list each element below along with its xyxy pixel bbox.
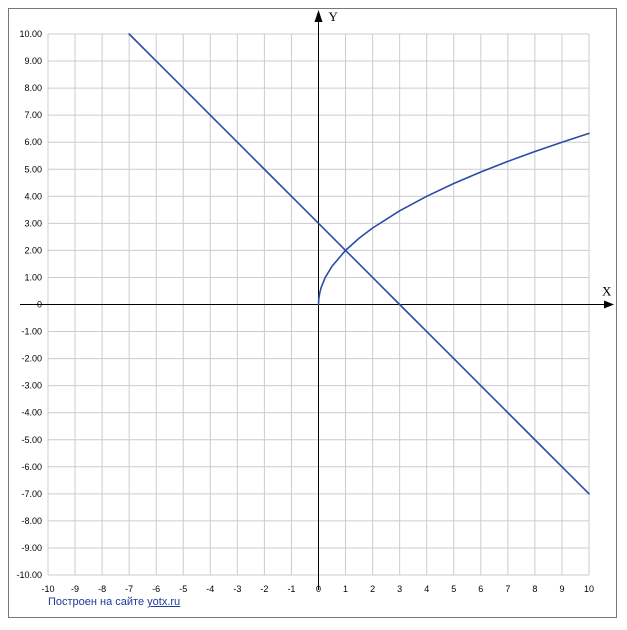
y-tick-label: -2.00 bbox=[21, 354, 42, 364]
y-tick-label: -6.00 bbox=[21, 462, 42, 472]
y-tick-label: -3.00 bbox=[21, 381, 42, 391]
x-tick-label: -3 bbox=[233, 584, 241, 594]
y-tick-label: 3.00 bbox=[24, 218, 42, 228]
x-tick-label: 7 bbox=[505, 584, 510, 594]
y-tick-label: -4.00 bbox=[21, 408, 42, 418]
x-tick-label: 2 bbox=[370, 584, 375, 594]
site-link[interactable]: yotx.ru bbox=[147, 596, 181, 608]
x-tick-label: 3 bbox=[397, 584, 402, 594]
y-axis-label: Y bbox=[329, 9, 339, 24]
credit-text: Построен на сайте bbox=[48, 596, 145, 608]
y-tick-label: 4.00 bbox=[24, 191, 42, 201]
y-tick-label: -8.00 bbox=[21, 516, 42, 526]
x-tick-label: 8 bbox=[532, 584, 537, 594]
y-tick-label: 5.00 bbox=[24, 164, 42, 174]
y-tick-label: -5.00 bbox=[21, 435, 42, 445]
y-tick-label: 6.00 bbox=[24, 137, 42, 147]
y-tick-label: 9.00 bbox=[24, 56, 42, 66]
x-tick-label: -10 bbox=[41, 584, 54, 594]
x-tick-label: 9 bbox=[559, 584, 564, 594]
x-tick-label: 5 bbox=[451, 584, 456, 594]
y-tick-label: 8.00 bbox=[24, 83, 42, 93]
y-axis-arrow bbox=[314, 10, 323, 22]
x-tick-label: -5 bbox=[179, 584, 187, 594]
y-tick-label: 1.00 bbox=[24, 272, 42, 282]
y-tick-label: 2.00 bbox=[24, 245, 42, 255]
y-tick-label: 0 bbox=[37, 300, 42, 310]
x-tick-label: -4 bbox=[206, 584, 214, 594]
x-tick-label: 4 bbox=[424, 584, 429, 594]
chart-frame bbox=[8, 8, 617, 618]
x-tick-label: -2 bbox=[260, 584, 268, 594]
x-tick-label: 0 bbox=[316, 584, 321, 594]
x-axis-label: X bbox=[602, 284, 612, 299]
x-tick-label: 1 bbox=[343, 584, 348, 594]
y-tick-label: 7.00 bbox=[24, 110, 42, 120]
x-tick-label: -7 bbox=[125, 584, 133, 594]
y-tick-label: -7.00 bbox=[21, 489, 42, 499]
series-line-1 bbox=[128, 33, 590, 495]
x-tick-label: -6 bbox=[152, 584, 160, 594]
x-tick-label: -9 bbox=[71, 584, 79, 594]
x-axis-arrow bbox=[604, 300, 614, 309]
x-tick-label: -8 bbox=[98, 584, 106, 594]
x-tick-label: 10 bbox=[584, 584, 594, 594]
y-tick-label: -10.00 bbox=[16, 570, 42, 580]
series-line-2 bbox=[317, 132, 590, 306]
x-tick-label: 6 bbox=[478, 584, 483, 594]
site-credit: Построен на сайте yotx.ru bbox=[48, 596, 180, 608]
y-tick-label: -1.00 bbox=[21, 327, 42, 337]
y-tick-label: 10.00 bbox=[19, 29, 42, 39]
y-tick-label: -9.00 bbox=[21, 543, 42, 553]
x-tick-label: -1 bbox=[287, 584, 295, 594]
